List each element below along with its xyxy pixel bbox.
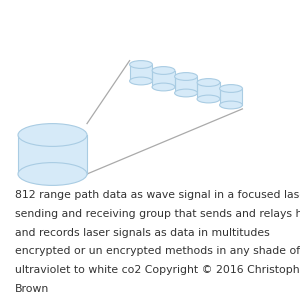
Ellipse shape [152,83,175,91]
Polygon shape [18,135,87,174]
Text: and records laser signals as data in multitudes: and records laser signals as data in mul… [15,228,270,238]
Polygon shape [175,76,197,93]
Text: ultraviolet to white co2 Copyright © 2016 Christopher G: ultraviolet to white co2 Copyright © 201… [15,265,300,275]
Text: 812 range path data as wave signal in a focused laser: 812 range path data as wave signal in a … [15,190,300,200]
Ellipse shape [175,89,197,97]
Polygon shape [130,64,152,81]
Ellipse shape [197,79,220,86]
Text: sending and receiving group that sends and relays holds: sending and receiving group that sends a… [15,209,300,219]
Polygon shape [220,88,242,105]
Ellipse shape [18,163,87,185]
Ellipse shape [175,73,197,80]
Polygon shape [197,82,220,99]
Ellipse shape [130,61,152,68]
Ellipse shape [220,85,242,92]
Ellipse shape [197,95,220,103]
Ellipse shape [220,101,242,109]
Ellipse shape [18,124,87,146]
Ellipse shape [130,77,152,85]
Text: encrypted or un encrypted methods in any shade of: encrypted or un encrypted methods in any… [15,246,300,256]
Text: Brown: Brown [15,284,49,293]
Polygon shape [152,70,175,87]
Ellipse shape [152,67,175,74]
